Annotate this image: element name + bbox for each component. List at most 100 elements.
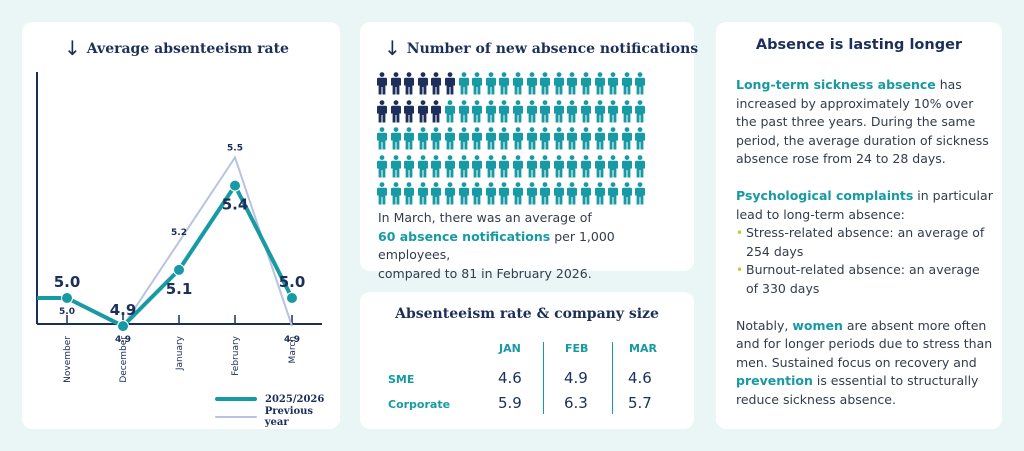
person-icon (390, 72, 401, 95)
series-point-current (286, 292, 298, 304)
person-icon (458, 154, 469, 177)
person-icon (540, 154, 551, 177)
person-icon (499, 99, 510, 122)
corporate-jan-value: 5.9 (498, 394, 522, 412)
notif-description: In March, there was an average of 60 abs… (378, 209, 683, 283)
column-divider (612, 342, 613, 414)
person-icon (635, 127, 646, 150)
highlight-psychological: Psychological complaints (736, 188, 914, 203)
person-icon (444, 99, 455, 122)
person-icon (540, 72, 551, 95)
data-label-current: 5.0 (54, 273, 81, 291)
corporate-feb-value: 6.3 (564, 394, 588, 412)
bullet-burnout: Burnout-related absence: an average of 3… (736, 261, 994, 298)
paragraph-women-text-a: Notably, (736, 317, 793, 333)
person-icon (608, 99, 619, 122)
person-icon (540, 182, 551, 205)
corporate-mar-value: 5.7 (628, 394, 652, 412)
row-label-sme: SME (388, 373, 415, 386)
paragraph-psychological: Psychological complaints in particular l… (736, 187, 994, 224)
person-icon (444, 182, 455, 205)
data-label-current: 5.0 (279, 273, 306, 291)
person-icon (472, 99, 483, 122)
person-icon (567, 99, 578, 122)
highlight-long-term: Long-term sickness absence (736, 77, 936, 92)
person-icon (526, 99, 537, 122)
absence-bullet-list: Stress-related absence: an average of 25… (736, 224, 994, 298)
person-icon (512, 154, 523, 177)
sme-jan-value: 4.6 (498, 369, 522, 387)
person-icon (567, 72, 578, 95)
person-icon (485, 127, 496, 150)
person-icon (608, 182, 619, 205)
legend-swatch-previous (215, 416, 257, 418)
person-icon (580, 127, 591, 150)
person-icon (621, 154, 632, 177)
data-label-current: 5.1 (166, 280, 193, 298)
person-icon (404, 72, 415, 95)
person-icon (377, 99, 387, 122)
notif-card-title-text: Number of new absence notifications (406, 41, 699, 57)
person-icon (580, 99, 591, 122)
legend-label-current: 2025/2026 (265, 393, 325, 405)
person-icon (417, 182, 428, 205)
person-icon (431, 99, 442, 122)
person-icon (553, 154, 564, 177)
person-icon (594, 99, 605, 122)
series-point-current (61, 292, 73, 304)
data-label-current: 5.4 (222, 196, 249, 214)
arrow-down-icon: ↓ (64, 36, 81, 60)
person-icon (404, 154, 415, 177)
data-label-previous: 4.9 (115, 335, 131, 345)
person-icon (377, 154, 387, 177)
person-icon (485, 154, 496, 177)
row-label-corporate: Corporate (388, 398, 451, 411)
absence-lasting-longer-card: Absence is lasting longer Long-term sick… (716, 22, 1002, 429)
col-header-jan: JAN (499, 342, 521, 355)
person-icon (485, 99, 496, 122)
person-icon (621, 182, 632, 205)
notif-card-title: ↓ Number of new absence notifications (384, 36, 698, 60)
person-icon (404, 127, 415, 150)
person-icon (444, 127, 455, 150)
person-icon (431, 154, 442, 177)
data-label-previous: 4.9 (284, 335, 300, 345)
person-icon (580, 72, 591, 95)
person-icon (608, 72, 619, 95)
person-icon (458, 72, 469, 95)
x-tick-label: February (231, 335, 241, 376)
person-icon (580, 154, 591, 177)
person-icon (377, 72, 387, 95)
person-icon (594, 182, 605, 205)
person-icon (499, 72, 510, 95)
chart-legend: 2025/2026 Previous year (215, 390, 340, 428)
series-point-current (173, 263, 185, 276)
person-icon (444, 154, 455, 177)
person-icon (594, 72, 605, 95)
person-icon (512, 127, 523, 150)
person-icon (499, 154, 510, 177)
person-icon (621, 99, 632, 122)
person-icon (621, 72, 632, 95)
person-icon (472, 127, 483, 150)
person-icon (608, 127, 619, 150)
notif-text-line1: In March, there was an average of (378, 210, 592, 225)
person-icon (512, 99, 523, 122)
person-icon (621, 127, 632, 150)
person-icon (635, 99, 646, 122)
notif-text-highlight: 60 absence notifications (378, 228, 551, 244)
person-icon (431, 72, 442, 95)
person-icon (499, 182, 510, 205)
person-icon (485, 182, 496, 205)
data-label-previous: 5.0 (59, 307, 75, 317)
person-icon (472, 182, 483, 205)
person-icon (512, 182, 523, 205)
person-icon (390, 154, 401, 177)
person-icon (567, 182, 578, 205)
person-icon (499, 127, 510, 150)
notif-text-line3: compared to 81 in February 2026. (378, 265, 592, 281)
person-icon (540, 127, 551, 150)
arrow-down-icon: ↓ (384, 36, 401, 60)
person-icon (458, 99, 469, 122)
person-icon (417, 154, 428, 177)
